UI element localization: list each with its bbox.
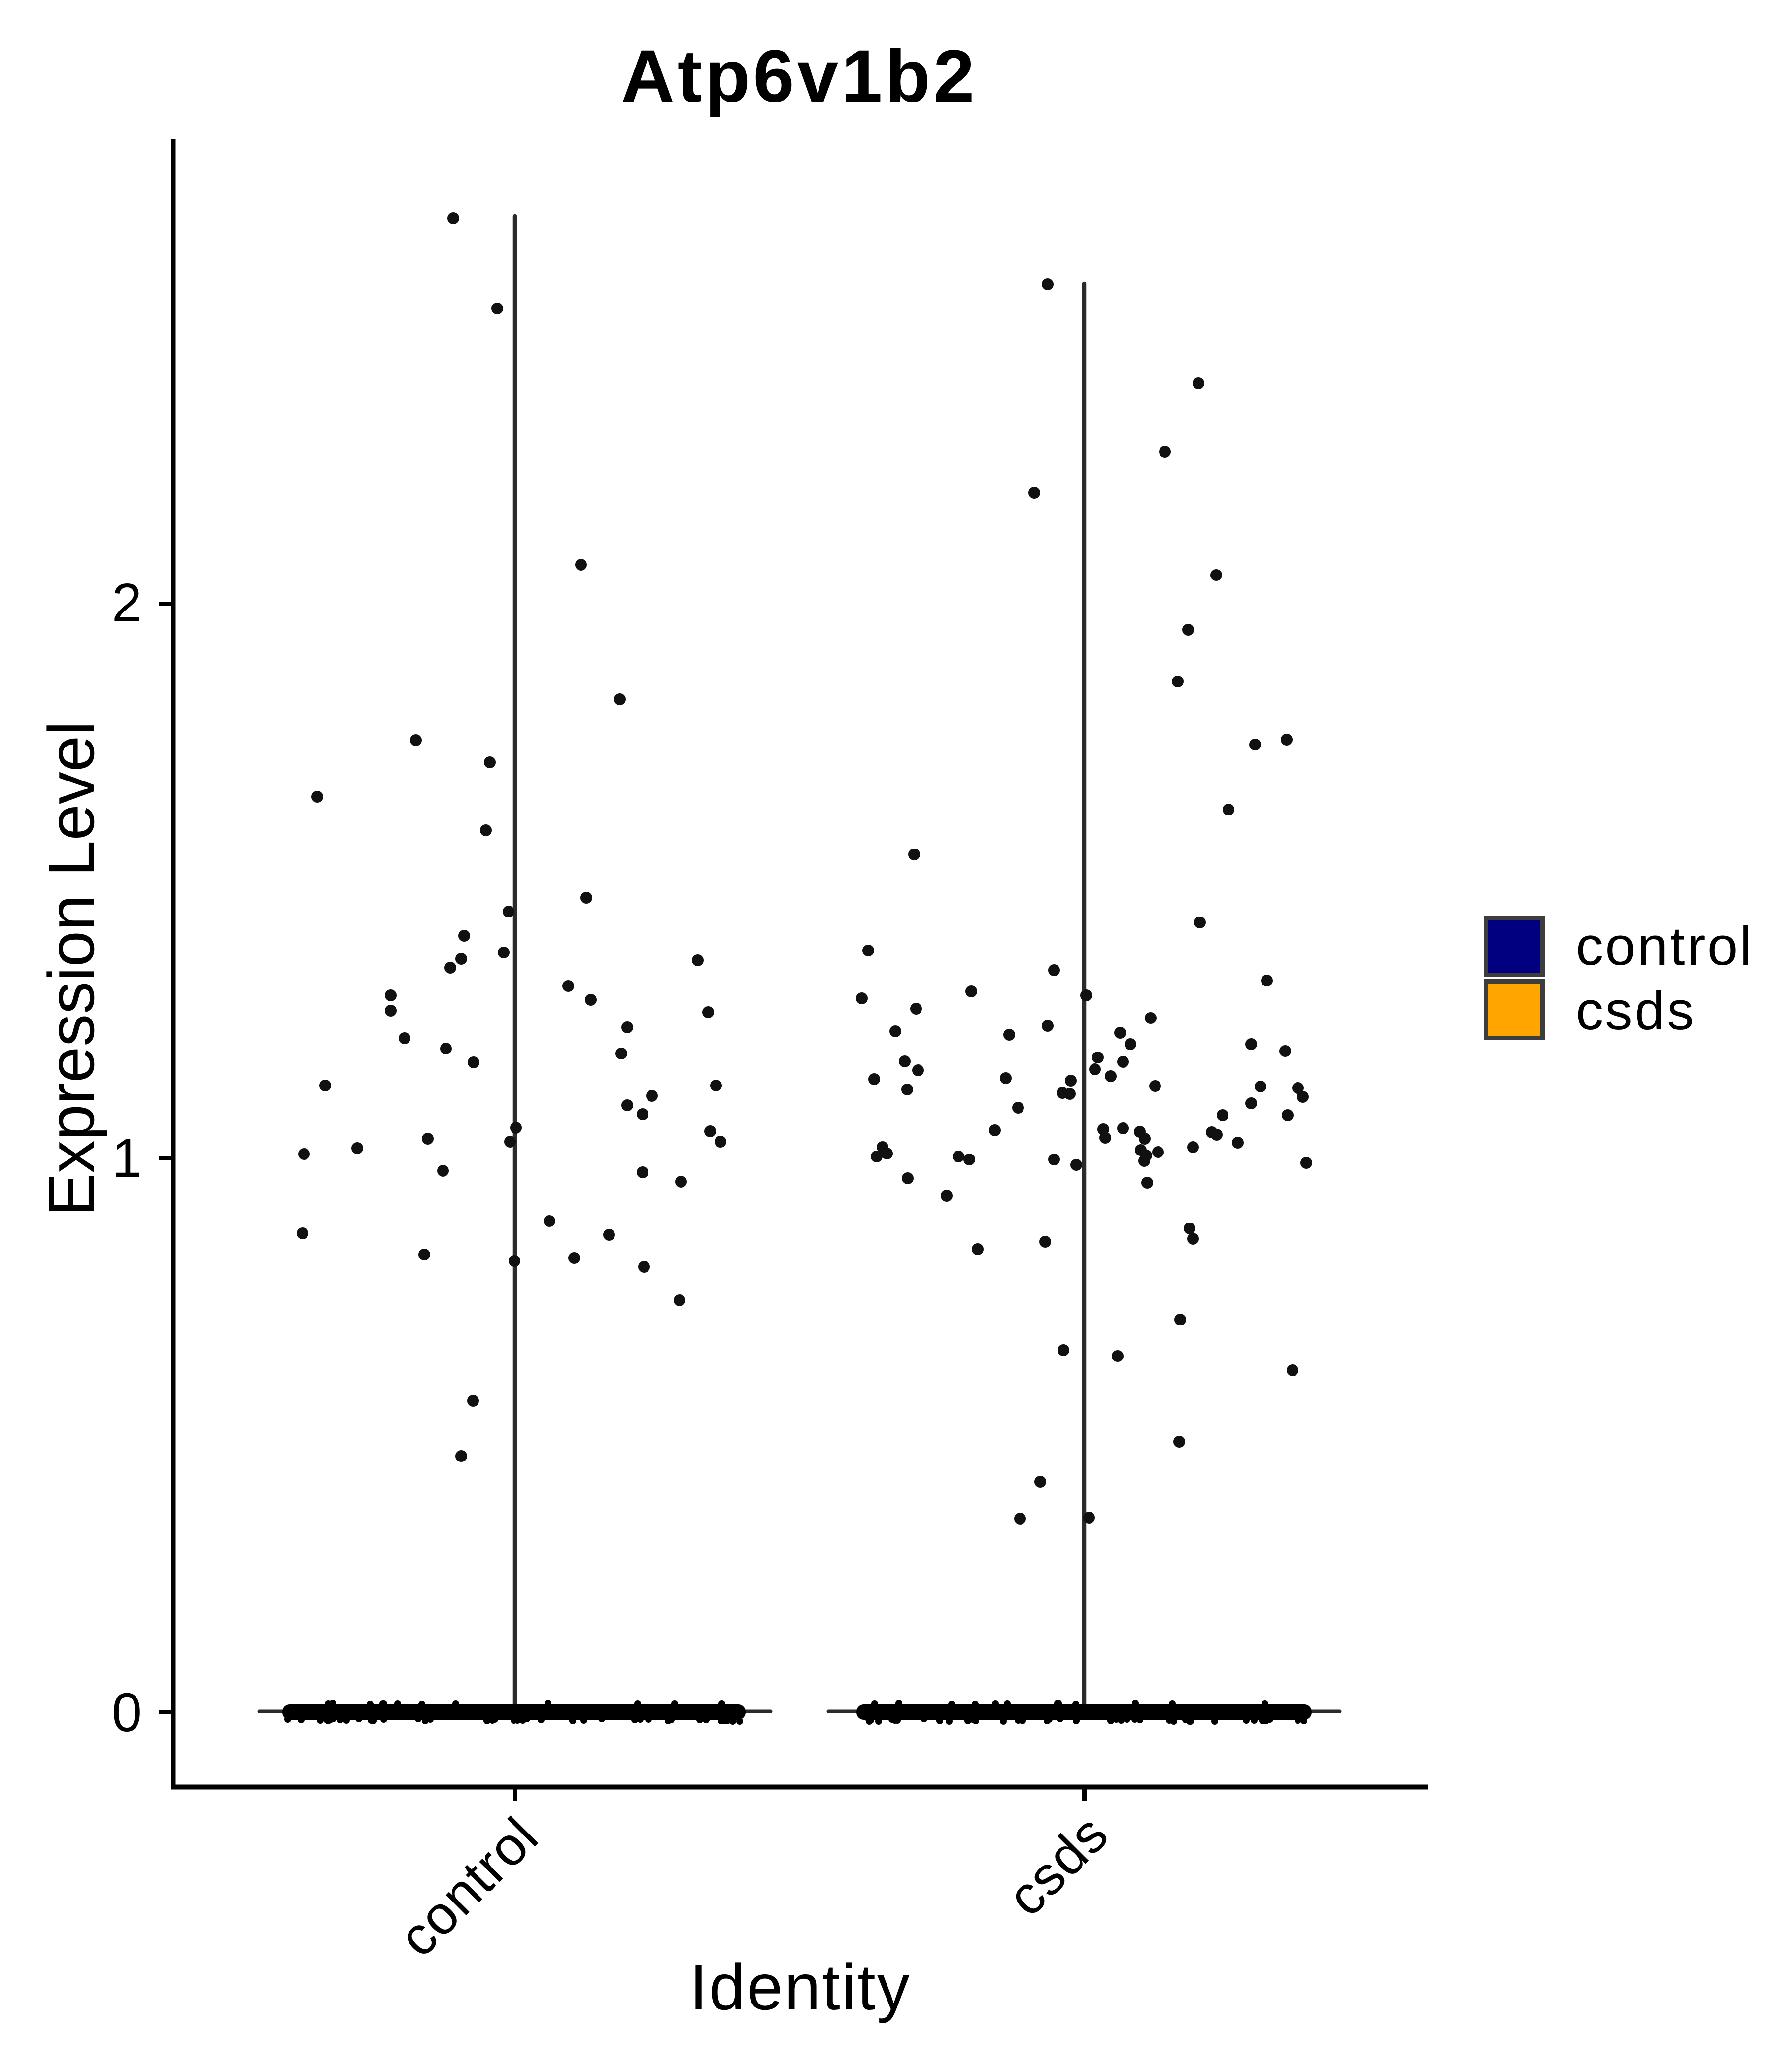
- svg-text:Identity: Identity: [689, 1951, 911, 2023]
- svg-text:control: control: [1576, 916, 1754, 977]
- svg-text:2: 2: [112, 573, 142, 633]
- svg-text:Expression Level: Expression Level: [35, 721, 107, 1216]
- svg-text:Atp6v1b2: Atp6v1b2: [621, 34, 977, 117]
- svg-text:1: 1: [112, 1128, 142, 1189]
- svg-text:0: 0: [112, 1682, 142, 1743]
- svg-text:csds: csds: [1576, 981, 1696, 1041]
